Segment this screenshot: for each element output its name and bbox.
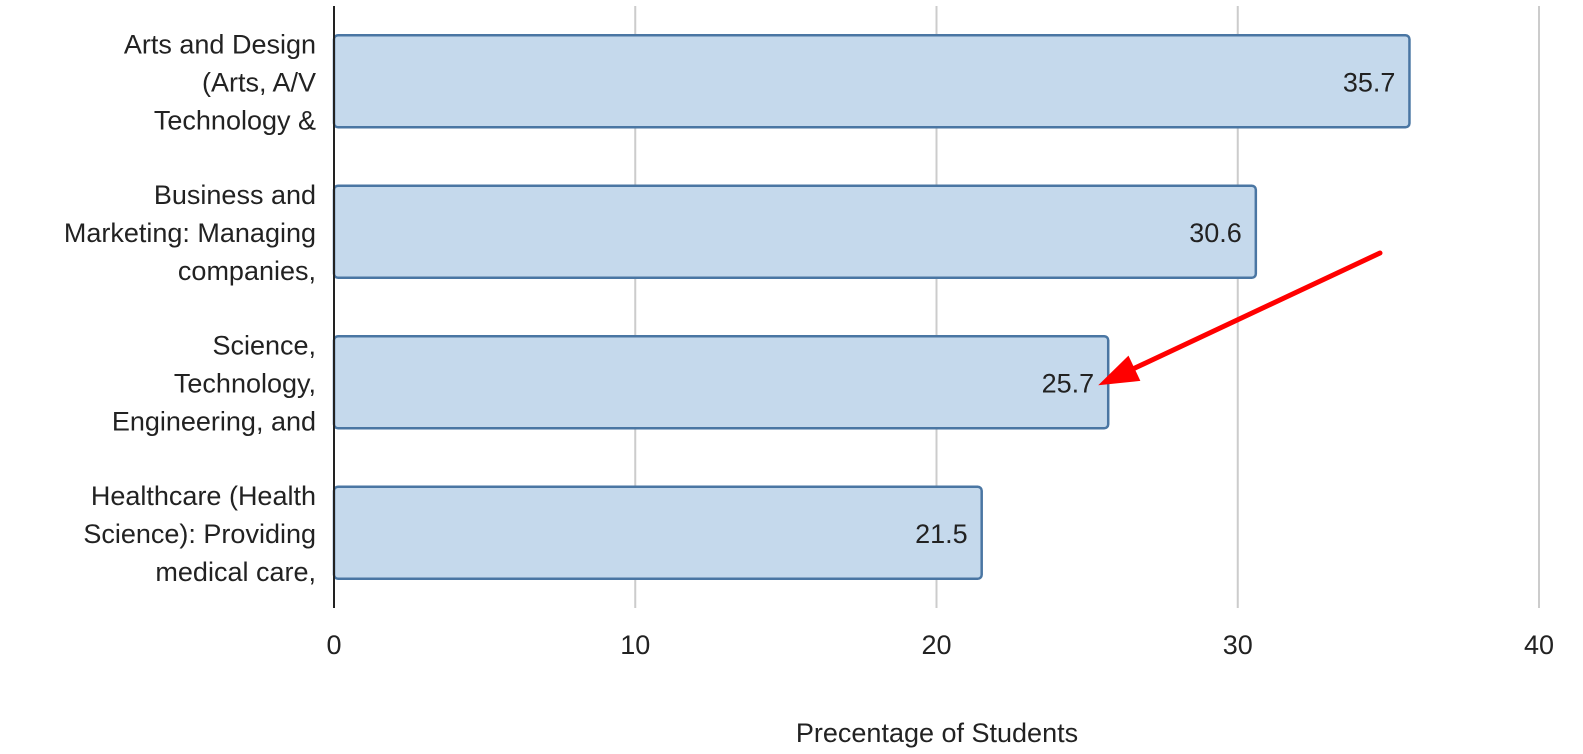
bar bbox=[332, 485, 983, 580]
data-label: 35.7 bbox=[1343, 67, 1396, 97]
data-label: 21.5 bbox=[915, 519, 968, 549]
x-axis-title: Precentage of Students bbox=[796, 718, 1078, 748]
category-label: Arts and Design (Arts, A/V Technology & bbox=[124, 29, 316, 135]
arrow-shaft bbox=[1131, 250, 1383, 371]
x-tick-label: 40 bbox=[1524, 630, 1554, 660]
category-label: Science, Technology, Engineering, and bbox=[112, 330, 316, 436]
data-label: 25.7 bbox=[1042, 368, 1095, 398]
bar bbox=[332, 34, 1411, 129]
bar bbox=[332, 184, 1258, 279]
arrow-head bbox=[1098, 355, 1141, 386]
annotations bbox=[1098, 250, 1383, 386]
labels: 0 10 20 30 40 35.7 Arts and Design (Arts, A/V Te… bbox=[64, 29, 1554, 660]
x-tick-label: 10 bbox=[620, 630, 650, 660]
x-tick-label: 20 bbox=[921, 630, 951, 660]
x-tick-label: 30 bbox=[1223, 630, 1253, 660]
bars bbox=[332, 34, 1411, 580]
category-label: Healthcare (Health Science): Providing med… bbox=[83, 481, 316, 587]
category-label: Business and Marketing: Managing companies… bbox=[64, 180, 316, 286]
bar bbox=[332, 335, 1110, 430]
x-tick-label: 0 bbox=[326, 630, 341, 660]
data-label: 30.6 bbox=[1189, 218, 1242, 248]
